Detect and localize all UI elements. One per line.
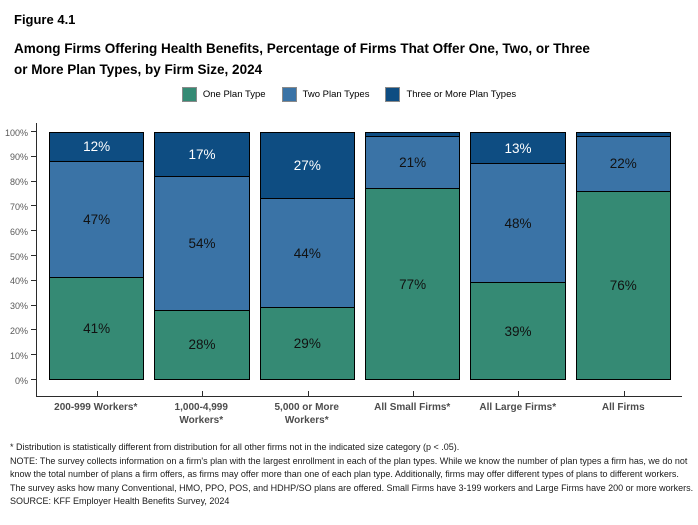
x-axis-label: All Large Firms* (479, 402, 557, 413)
bar-segment: 76% (576, 190, 670, 379)
bar-segment: 12% (50, 133, 144, 161)
bar-segment: 48% (471, 163, 565, 283)
bar-value-label: 39% (504, 323, 532, 339)
x-axis-label: 200-999 Workers* (54, 402, 138, 413)
bar-5: 13% 48% 39% (470, 132, 566, 380)
legend-label: One Plan Type (202, 89, 266, 100)
y-axis-tick-label: 40% (9, 276, 28, 287)
legend-item: Two Plan Types (281, 87, 370, 102)
legend-item: One Plan Type (181, 87, 266, 102)
y-axis-tick-label: 30% (9, 301, 28, 312)
y-axis-tick (30, 354, 36, 356)
bar-6: 22% 76% (575, 132, 671, 380)
y-axis-tick (30, 304, 36, 306)
bar-value-label: 47% (83, 212, 111, 228)
bar-value-label: 48% (504, 215, 532, 231)
bar-segment: 54% (155, 175, 249, 310)
x-axis-label: 5,000 or More Workers* (274, 402, 339, 426)
x-axis-labels: 200-999 Workers* 1,000-4,999 Workers* 5,00… (48, 401, 671, 427)
footnote-line: NOTE: The survey collects information on… (10, 455, 694, 493)
bar-segment: 44% (260, 197, 354, 308)
bar-segment: 13% (471, 133, 565, 164)
source-line: SOURCE: KFF Employer Health Benefits Sur… (10, 496, 230, 507)
legend-item: Three or More Plan Types (385, 87, 516, 102)
x-axis-tick (517, 391, 519, 396)
x-axis-label: All Firms (601, 402, 645, 413)
bar-segment: 77% (365, 188, 460, 379)
bar-segment: 17% (155, 133, 249, 176)
bar-segment: 21% (365, 135, 460, 189)
legend: One Plan Type Two Plan Types Three or More… (0, 87, 698, 102)
bar-segment: 47% (50, 160, 144, 278)
bar-value-label: 44% (293, 245, 321, 261)
bar-segment: 22% (576, 135, 670, 191)
bar-segment: 28% (155, 309, 249, 379)
bar-value-label: 76% (609, 277, 637, 293)
footnote-line: * Distribution is statistically differen… (10, 442, 460, 452)
x-axis-tick (96, 391, 98, 396)
bar-3: 27% 44% 29% (259, 132, 355, 380)
y-axis-tick-label: 80% (9, 177, 28, 188)
y-axis-tick-label: 60% (9, 226, 28, 237)
x-axis-tick (307, 391, 309, 396)
bar-segment: 29% (260, 307, 354, 379)
bar-value-label: 27% (293, 157, 321, 173)
bar-4: 21% 77% (364, 132, 461, 380)
legend-swatch (181, 87, 197, 102)
x-axis-tick (623, 391, 625, 396)
bar-segment: 41% (50, 277, 144, 379)
bar-value-label: 21% (399, 155, 427, 170)
x-axis-tick (412, 391, 414, 396)
y-axis-tick-label: 90% (9, 152, 28, 163)
figure-title-line2: or More Plan Types, by Firm Size, 2024 (14, 62, 263, 77)
figure-title-line1: Among Firms Offering Health Benefits, Pe… (14, 41, 590, 56)
bar-value-label: 54% (188, 235, 216, 251)
legend-label: Three or More Plan Types (406, 89, 517, 100)
bar-1: 12% 47% 41% (49, 132, 145, 380)
footnotes: * Distribution is statistically differen… (10, 441, 694, 509)
y-axis-tick (30, 230, 36, 232)
bar-value-label: 22% (609, 156, 637, 172)
y-axis-tick (30, 180, 36, 182)
bars-group: 12% 47% 41% 17% 54% 28% 27% 44% 29% 21% 77% 13% 48% 3… (49, 132, 671, 380)
y-axis-tick-label: 50% (9, 251, 28, 262)
legend-label: Two Plan Types (302, 89, 370, 100)
y-axis-tick-label: 10% (9, 350, 28, 361)
y-axis-tick (30, 329, 36, 331)
y-axis-tick-label: 100% (4, 127, 28, 138)
legend-swatch (281, 87, 297, 102)
bar-value-label: 41% (83, 321, 111, 337)
bar-value-label: 77% (399, 276, 427, 292)
y-axis-tick (30, 131, 36, 132)
legend-swatch (385, 87, 401, 102)
figure-label: Figure 4.1 (14, 12, 76, 27)
bar-segment: 39% (471, 282, 565, 379)
bar-value-label: 29% (293, 336, 321, 352)
bar-segment (365, 133, 460, 136)
y-axis-tick (30, 379, 36, 380)
bar-value-label: 13% (504, 140, 532, 156)
x-axis-label: 1,000-4,999 Workers* (174, 402, 228, 426)
bar-value-label: 12% (83, 139, 111, 155)
figure-title: Among Firms Offering Health Benefits, Pe… (14, 38, 684, 80)
bar-value-label: 28% (188, 337, 216, 353)
bar-segment: 27% (260, 133, 354, 198)
y-axis-tick (30, 279, 36, 281)
x-axis-label: All Small Firms* (374, 402, 451, 413)
bar-2: 17% 54% 28% (154, 132, 250, 380)
x-axis-tick (201, 391, 203, 396)
bar-segment (576, 133, 670, 136)
plot-area: 12% 47% 41% 17% 54% 28% 27% 44% 29% 21% 77% 13% 48% 3… (5, 123, 682, 397)
y-axis-tick-label: 70% (9, 201, 28, 212)
bar-value-label: 17% (188, 146, 216, 162)
y-axis-tick-label: 0% (14, 375, 28, 386)
y-axis-tick (30, 255, 36, 256)
y-axis-tick-label: 20% (9, 325, 28, 336)
y-axis-tick (30, 205, 36, 207)
y-axis-tick (30, 155, 36, 157)
